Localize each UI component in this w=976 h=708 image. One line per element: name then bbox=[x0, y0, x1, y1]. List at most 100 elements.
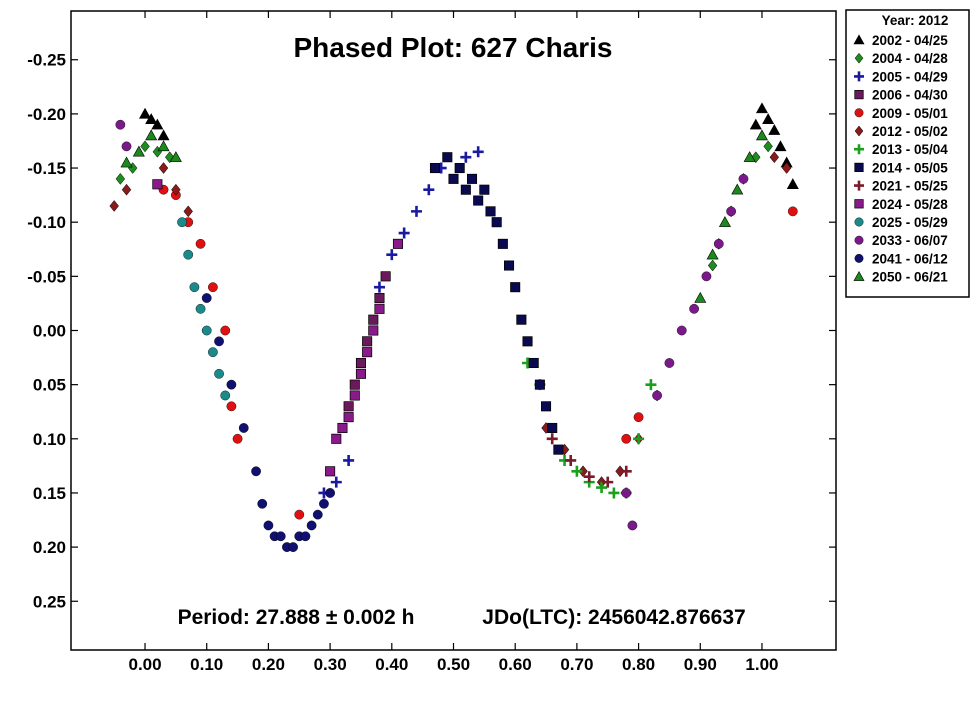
data-point bbox=[294, 509, 305, 520]
data-point bbox=[300, 531, 311, 542]
legend-label: 2005 - 04/29 bbox=[872, 69, 948, 84]
data-point bbox=[786, 178, 799, 189]
series-2033-06-07 bbox=[115, 119, 749, 531]
data-point bbox=[288, 542, 298, 552]
data-point bbox=[429, 163, 441, 174]
x-tick-label: 0.70 bbox=[560, 655, 593, 674]
y-tick-label: -0.15 bbox=[27, 159, 66, 178]
data-point bbox=[152, 179, 163, 190]
legend-label: 2041 - 06/12 bbox=[872, 251, 948, 266]
data-point bbox=[201, 293, 212, 303]
legend-label: 2006 - 04/30 bbox=[872, 88, 948, 103]
y-tick-label: -0.05 bbox=[27, 267, 66, 286]
data-point bbox=[355, 368, 366, 379]
data-point bbox=[226, 379, 237, 390]
data-point bbox=[373, 281, 385, 293]
legend-entry: 2014 - 05/05 bbox=[854, 160, 948, 175]
data-point bbox=[208, 347, 218, 358]
legend-label: 2013 - 05/04 bbox=[872, 142, 948, 157]
x-tick-label: 0.60 bbox=[499, 655, 532, 674]
data-point bbox=[596, 482, 608, 494]
data-point bbox=[620, 465, 632, 477]
legend-label: 2002 - 04/25 bbox=[872, 33, 948, 48]
series-2006-04-30 bbox=[343, 271, 391, 412]
data-point bbox=[164, 151, 175, 164]
y-tick-label: 0.05 bbox=[33, 376, 66, 395]
series-2024-05-28 bbox=[152, 179, 404, 477]
data-point bbox=[330, 476, 342, 488]
data-point bbox=[362, 347, 373, 358]
data-point bbox=[553, 444, 564, 455]
data-point bbox=[349, 379, 360, 390]
legend-items: 2002 - 04/25 2004 - 04/28 2005 - 04/29 2006… bbox=[853, 33, 948, 285]
data-point bbox=[448, 173, 459, 184]
data-point bbox=[546, 433, 558, 445]
data-point bbox=[183, 205, 193, 218]
data-point bbox=[473, 195, 484, 206]
series-2025-05-29 bbox=[177, 217, 231, 401]
series-2014-05-05 bbox=[429, 152, 564, 455]
data-point bbox=[183, 249, 194, 260]
data-point bbox=[169, 151, 182, 162]
data-point bbox=[460, 151, 472, 163]
legend-label: 2050 - 06/21 bbox=[872, 270, 948, 285]
data-point bbox=[694, 291, 707, 303]
legend-marker bbox=[854, 253, 864, 263]
data-point bbox=[214, 336, 224, 347]
data-point bbox=[460, 184, 471, 195]
data-point bbox=[621, 433, 632, 444]
data-point bbox=[263, 520, 274, 531]
x-tick-label: 0.10 bbox=[190, 655, 223, 674]
y-tick-label: 0.25 bbox=[33, 592, 66, 611]
legend-entry: 2012 - 05/02 bbox=[854, 124, 948, 139]
legend-entry: 2009 - 05/01 bbox=[854, 106, 948, 121]
data-point bbox=[516, 314, 527, 325]
y-tick-label: 0.15 bbox=[33, 484, 66, 503]
data-point bbox=[220, 325, 231, 336]
data-point bbox=[479, 184, 490, 195]
legend-marker bbox=[853, 34, 865, 45]
data-point bbox=[220, 390, 231, 401]
legend-marker bbox=[854, 52, 864, 64]
data-point bbox=[151, 118, 164, 130]
data-point bbox=[251, 466, 261, 477]
data-point bbox=[743, 151, 756, 162]
data-point bbox=[454, 163, 465, 174]
data-point bbox=[707, 259, 718, 272]
legend-marker bbox=[854, 125, 864, 137]
data-point bbox=[762, 113, 775, 125]
data-point bbox=[392, 238, 404, 249]
legend-entry: 2024 - 05/28 bbox=[854, 197, 948, 212]
series-2005-04-29 bbox=[318, 146, 484, 499]
data-point bbox=[195, 303, 206, 314]
data-point bbox=[115, 119, 126, 130]
legend-entry: 2025 - 05/29 bbox=[854, 215, 948, 230]
legend-entry: 2006 - 04/30 bbox=[854, 88, 948, 103]
data-point bbox=[226, 401, 237, 412]
legend-marker bbox=[854, 144, 864, 155]
legend: Year: 2012 2002 - 04/25 2004 - 04/28 2005 … bbox=[845, 9, 970, 298]
data-point bbox=[349, 390, 360, 401]
legend-box bbox=[845, 9, 970, 298]
x-tick-label: 0.80 bbox=[622, 655, 655, 674]
data-point bbox=[633, 433, 645, 445]
data-point bbox=[355, 357, 366, 369]
data-point bbox=[676, 325, 687, 336]
data-point bbox=[645, 379, 657, 391]
legend-marker bbox=[854, 199, 864, 209]
data-point bbox=[615, 465, 625, 478]
legend-marker bbox=[854, 89, 864, 100]
data-point bbox=[497, 238, 508, 249]
data-point bbox=[565, 454, 577, 466]
data-point bbox=[787, 206, 798, 217]
data-point bbox=[368, 325, 379, 336]
y-tick-label: -0.25 bbox=[27, 51, 66, 70]
data-point bbox=[362, 336, 373, 347]
legend-entry: 2041 - 06/12 bbox=[854, 251, 948, 266]
data-point bbox=[331, 433, 342, 444]
data-point bbox=[120, 156, 133, 168]
legend-marker bbox=[854, 108, 864, 118]
data-point bbox=[410, 205, 422, 217]
legend-entry: 2033 - 06/07 bbox=[854, 233, 948, 248]
